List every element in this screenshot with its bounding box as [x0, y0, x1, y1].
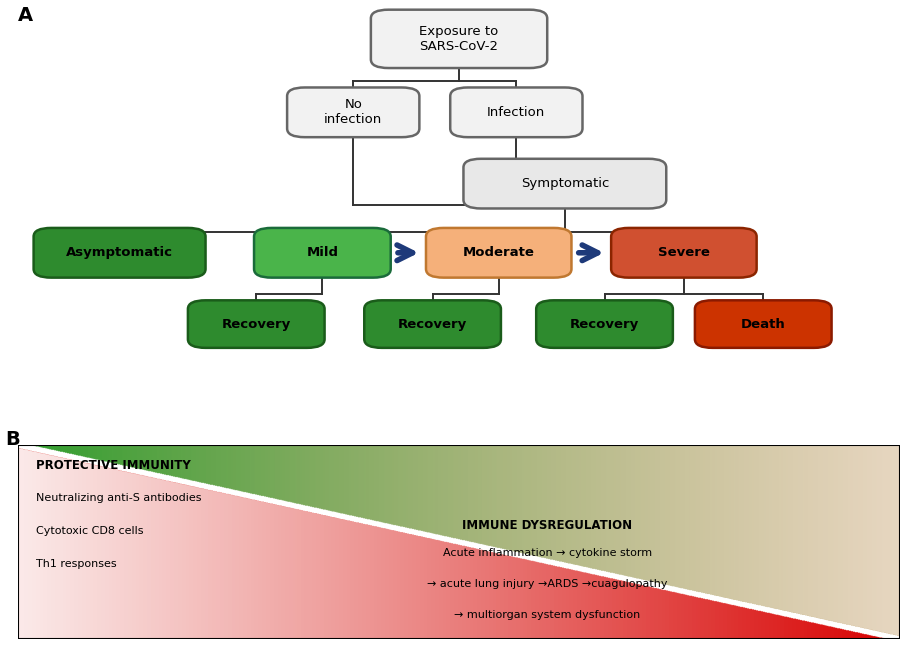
Text: → acute lung injury →ARDS →cuagulopathy: → acute lung injury →ARDS →cuagulopathy: [427, 579, 667, 589]
FancyBboxPatch shape: [536, 301, 673, 348]
Text: Cytotoxic CD8 cells: Cytotoxic CD8 cells: [35, 526, 144, 537]
Text: Moderate: Moderate: [463, 246, 534, 259]
Text: No
infection: No infection: [325, 98, 383, 126]
Text: Acute inflammation → cytokine storm: Acute inflammation → cytokine storm: [443, 548, 652, 558]
Text: Exposure to
SARS-CoV-2: Exposure to SARS-CoV-2: [419, 25, 499, 53]
FancyBboxPatch shape: [464, 159, 666, 208]
FancyBboxPatch shape: [188, 301, 325, 348]
FancyBboxPatch shape: [365, 301, 501, 348]
Text: Severe: Severe: [658, 246, 710, 259]
FancyBboxPatch shape: [34, 228, 205, 277]
Text: A: A: [18, 6, 34, 25]
Text: PROTECTIVE IMMUNITY: PROTECTIVE IMMUNITY: [35, 459, 191, 471]
Text: Recovery: Recovery: [570, 317, 639, 331]
FancyBboxPatch shape: [611, 228, 756, 277]
Text: Symptomatic: Symptomatic: [521, 177, 609, 190]
Text: Neutralizing anti-S antibodies: Neutralizing anti-S antibodies: [35, 493, 201, 504]
FancyBboxPatch shape: [371, 10, 547, 68]
Text: Asymptomatic: Asymptomatic: [66, 246, 173, 259]
FancyBboxPatch shape: [254, 228, 391, 277]
Text: Recovery: Recovery: [398, 317, 467, 331]
FancyBboxPatch shape: [694, 301, 832, 348]
Text: Mild: Mild: [306, 246, 338, 259]
FancyBboxPatch shape: [450, 88, 583, 137]
Text: Recovery: Recovery: [222, 317, 291, 331]
FancyBboxPatch shape: [287, 88, 419, 137]
Text: Infection: Infection: [487, 106, 545, 119]
Text: B: B: [5, 430, 20, 448]
Text: Death: Death: [741, 317, 785, 331]
Text: IMMUNE DYSREGULATION: IMMUNE DYSREGULATION: [462, 519, 633, 531]
FancyBboxPatch shape: [426, 228, 572, 277]
Text: → multiorgan system dysfunction: → multiorgan system dysfunction: [454, 610, 640, 620]
Text: Th1 responses: Th1 responses: [35, 559, 116, 570]
